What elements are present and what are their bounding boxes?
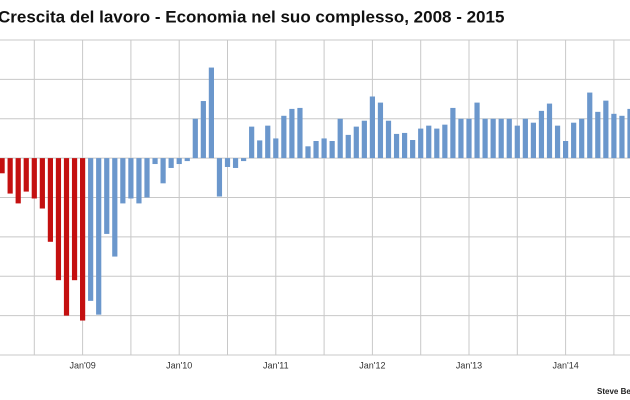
bar — [627, 108, 630, 159]
bar — [136, 158, 142, 204]
bar — [329, 140, 335, 159]
bar — [224, 158, 231, 167]
bar — [554, 125, 561, 159]
bar — [514, 125, 520, 159]
bar — [241, 158, 247, 162]
bar — [232, 158, 239, 168]
bar — [176, 158, 182, 165]
bar — [80, 158, 86, 321]
bar — [120, 158, 126, 204]
bar — [184, 158, 190, 162]
bar — [96, 158, 102, 315]
bar — [410, 140, 416, 159]
bar — [450, 107, 456, 159]
bar — [571, 122, 577, 159]
bar — [305, 146, 311, 159]
x-tick-label: Jan'10 — [166, 360, 192, 370]
bar — [426, 125, 432, 159]
bar — [15, 158, 21, 204]
x-tick-label: Jan'09 — [69, 360, 95, 370]
bar — [563, 140, 569, 159]
bar — [47, 158, 53, 242]
bar — [458, 118, 464, 159]
bar — [490, 118, 496, 159]
bar — [281, 115, 287, 159]
bar — [321, 138, 327, 159]
bar — [619, 115, 625, 159]
bar — [192, 118, 198, 159]
bar — [474, 102, 480, 159]
x-tick-label: Jan'14 — [552, 360, 578, 370]
bar — [39, 158, 45, 209]
bar — [152, 158, 158, 165]
bar — [442, 124, 448, 159]
bar — [313, 140, 319, 159]
bar — [289, 108, 295, 159]
bar — [611, 113, 617, 159]
bar — [104, 158, 110, 234]
bar — [361, 120, 367, 159]
bar — [216, 158, 223, 197]
bar — [377, 102, 384, 159]
bar — [434, 128, 440, 159]
bar — [88, 158, 94, 301]
bar — [466, 118, 472, 159]
bar — [603, 100, 609, 159]
bar — [144, 158, 150, 198]
bar — [23, 158, 29, 192]
credit: Steve Be — [597, 387, 630, 396]
x-tick-label: Jan'11 — [263, 360, 289, 370]
bar — [0, 158, 5, 174]
bar — [200, 101, 206, 159]
bar — [402, 132, 408, 159]
x-tick-label: Jan'13 — [456, 360, 482, 370]
bar — [579, 118, 585, 159]
bar — [31, 158, 37, 199]
bar — [587, 92, 593, 159]
bar — [273, 138, 279, 159]
bar — [418, 128, 424, 159]
bar — [482, 118, 488, 159]
bar — [71, 158, 78, 281]
bar — [160, 158, 166, 184]
bar — [128, 158, 134, 199]
bar — [55, 158, 62, 281]
bar — [546, 103, 553, 159]
chart-title: Crescita del lavoro - Economia nel suo c… — [0, 7, 504, 26]
bar — [249, 126, 255, 159]
bar — [522, 118, 528, 159]
bar — [7, 158, 13, 194]
bar — [369, 96, 375, 159]
bar — [353, 126, 359, 159]
bar — [257, 140, 263, 159]
bar — [345, 134, 351, 159]
bar — [265, 125, 271, 159]
bar — [530, 122, 536, 159]
bar — [63, 158, 70, 316]
bar — [337, 118, 343, 159]
bar — [595, 111, 601, 159]
bar — [297, 107, 303, 159]
bar — [498, 118, 504, 159]
bar — [385, 120, 392, 159]
bar — [393, 133, 400, 159]
bar — [538, 110, 545, 159]
bar — [506, 118, 512, 159]
bar — [168, 158, 174, 168]
x-tick-label: Jan'12 — [359, 360, 385, 370]
bar — [112, 158, 118, 257]
bar — [208, 67, 214, 159]
